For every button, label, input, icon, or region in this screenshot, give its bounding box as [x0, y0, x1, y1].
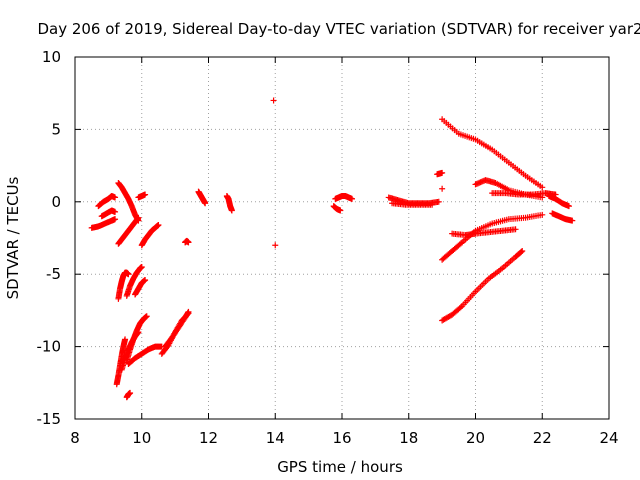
- data-point: [112, 216, 119, 223]
- data-point: [143, 313, 150, 320]
- data-point: [112, 208, 119, 215]
- data-point: [112, 194, 119, 201]
- y-tick-label: -15: [37, 410, 62, 428]
- series-arc-k1: [434, 169, 446, 178]
- data-point: [519, 248, 526, 255]
- series-arc-e2: [135, 191, 149, 201]
- data-point: [135, 214, 142, 221]
- series-pt-h2: [272, 242, 279, 249]
- series-arc-c1: [115, 269, 132, 302]
- y-tick-labels: -15 -10 -5 0 5 10: [37, 48, 62, 428]
- series-arc-f3: [182, 237, 192, 246]
- series-arc-o1: [545, 193, 572, 210]
- data-point: [512, 226, 519, 233]
- series-arc-m1: [439, 211, 546, 263]
- series-arc-j2: [389, 200, 436, 208]
- series-arc-d4: [125, 343, 165, 367]
- data-point: [202, 200, 209, 207]
- data-point: [569, 217, 576, 224]
- data-point: [272, 242, 279, 249]
- series-pt-k2: [439, 185, 446, 192]
- data-point: [539, 211, 546, 218]
- x-tick-label: 18: [399, 429, 418, 447]
- series-arc-a3: [98, 207, 119, 220]
- x-tick-label: 22: [533, 429, 552, 447]
- data-point: [138, 263, 145, 270]
- x-tick-label: 14: [266, 429, 285, 447]
- data-point: [270, 97, 277, 104]
- x-tick-label: 16: [332, 429, 351, 447]
- x-tick-label: 24: [599, 429, 618, 447]
- series-arc-f2: [162, 308, 192, 350]
- data-point: [185, 239, 192, 246]
- data-point: [142, 276, 149, 283]
- series-arc-i2: [330, 203, 344, 214]
- series-arc-m2: [449, 226, 519, 239]
- series-arc-n1: [439, 248, 526, 324]
- series-arc-c3: [132, 276, 149, 298]
- series-arc-a1: [88, 216, 119, 231]
- series-arc-d1: [113, 336, 129, 388]
- data-points: [88, 97, 576, 401]
- series-arc-a2: [95, 193, 119, 210]
- series-arc-e1: [138, 221, 162, 249]
- data-point: [518, 248, 525, 255]
- data-point: [155, 221, 162, 228]
- y-tick-label: -10: [37, 338, 62, 356]
- x-tick-label: 20: [466, 429, 485, 447]
- x-axis-label: GPS time / hours: [277, 458, 403, 476]
- x-tick-label: 8: [70, 429, 80, 447]
- series-arc-l1: [439, 116, 546, 191]
- y-axis-label: SDTVAR / TECUs: [4, 176, 22, 299]
- data-point: [337, 207, 344, 214]
- series-arc-b2: [115, 214, 142, 247]
- series-arc-i1: [332, 193, 356, 202]
- grid: [75, 57, 609, 419]
- data-point: [122, 336, 129, 343]
- data-point: [125, 271, 132, 278]
- x-tick-label: 12: [199, 429, 218, 447]
- series-pt-h1: [270, 97, 277, 104]
- data-point: [185, 308, 192, 315]
- x-tick-label: 10: [132, 429, 151, 447]
- y-tick-label: 0: [51, 193, 61, 211]
- y-tick-label: 5: [51, 120, 61, 138]
- series-arc-c2: [123, 263, 145, 299]
- series-arc-g2: [223, 193, 235, 214]
- chart-title: Day 206 of 2019, Sidereal Day-to-day VTE…: [37, 20, 640, 38]
- axis-ticks: [74, 56, 610, 420]
- x-tick-labels: 8 10 12 14 16 18 20 22 24: [70, 429, 618, 447]
- data-point: [439, 169, 446, 176]
- data-point: [349, 195, 356, 202]
- data-point: [142, 191, 149, 198]
- series-arc-d3: [123, 313, 150, 365]
- series-arc-o2: [549, 210, 576, 224]
- series-arc-d5: [123, 389, 134, 401]
- y-tick-label: -5: [46, 265, 61, 283]
- data-point: [435, 198, 442, 205]
- data-point: [565, 203, 572, 210]
- data-point: [539, 184, 546, 191]
- data-point: [429, 201, 436, 208]
- data-point: [439, 185, 446, 192]
- y-tick-label: 10: [42, 48, 61, 66]
- data-point: [228, 207, 235, 214]
- data-point: [127, 389, 134, 396]
- data-point: [457, 304, 464, 311]
- series-arc-g1: [195, 188, 209, 207]
